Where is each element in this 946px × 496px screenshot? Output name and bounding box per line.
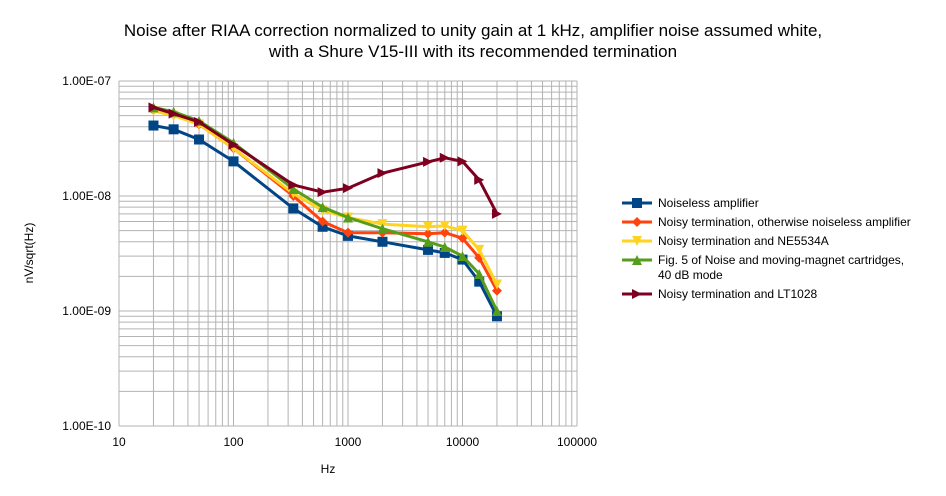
- legend-label: Fig. 5 of Noise and moving-magnet cartri…: [658, 253, 904, 267]
- data-point: [423, 221, 434, 232]
- data-point: [228, 139, 239, 150]
- data-point: [377, 236, 388, 247]
- legend-label: Noisy termination and LT1028: [658, 287, 818, 301]
- legend-marker: [632, 255, 642, 265]
- data-point: [168, 108, 179, 119]
- data-point: [343, 212, 353, 223]
- y-tick-label: 1.00E-10: [62, 419, 111, 433]
- x-tick-label: 100000: [557, 435, 597, 449]
- legend-label: Noisy termination and NE5534A: [658, 234, 829, 248]
- data-point: [317, 221, 328, 232]
- x-axis-title: Hz: [321, 462, 336, 476]
- data-point: [439, 227, 450, 238]
- data-point: [194, 134, 205, 145]
- series-line: [153, 108, 499, 292]
- data-point: [439, 247, 450, 258]
- legend-item-2: Noisy termination, otherwise noiseless a…: [622, 215, 911, 229]
- data-point: [491, 208, 502, 219]
- legend-marker: [632, 236, 642, 246]
- data-point: [474, 174, 485, 185]
- data-point: [168, 124, 179, 135]
- legend-item-5: Noisy termination and LT1028: [622, 287, 818, 301]
- data-point: [228, 156, 239, 167]
- x-tick-label: 100: [223, 435, 243, 449]
- data-point: [491, 285, 502, 296]
- data-point: [317, 216, 328, 227]
- series-5: [148, 102, 502, 219]
- data-point: [148, 102, 159, 113]
- data-point: [423, 156, 434, 167]
- y-tick-label: 1.00E-07: [62, 74, 111, 88]
- data-point: [288, 184, 299, 195]
- data-point: [474, 244, 485, 255]
- series-3: [148, 105, 502, 290]
- x-tick-label: 1000: [335, 435, 362, 449]
- data-point: [288, 203, 299, 214]
- data-point: [491, 311, 502, 322]
- chart-title-line-1: Noise after RIAA correction normalized t…: [123, 21, 823, 40]
- legend-label: Noisy termination, otherwise noiseless a…: [658, 215, 911, 229]
- data-point: [474, 268, 485, 279]
- data-point: [423, 236, 434, 247]
- data-point: [457, 156, 468, 167]
- data-point: [194, 117, 205, 128]
- data-point: [474, 276, 485, 287]
- x-tick-label: 10000: [446, 435, 480, 449]
- legend-item-1: Noiseless amplifier: [622, 196, 759, 210]
- axes: 10 100 1000 10000 100000 1.00E-07 1.00E-08 1.00…: [62, 74, 597, 449]
- data-point: [317, 202, 328, 213]
- series-4: [148, 102, 502, 316]
- x-tick-label: 10: [112, 435, 126, 449]
- legend-marker: [632, 289, 642, 299]
- chart-title-line-2: with a Shure V15-III with its recommende…: [268, 42, 678, 61]
- y-axis-title: nV/sqrt(Hz): [22, 223, 36, 284]
- grid-lines: [118, 80, 578, 427]
- legend-item-4: Fig. 5 of Noise and moving-magnet cartri…: [622, 253, 904, 282]
- data-point: [439, 242, 450, 253]
- data-point: [377, 223, 388, 234]
- legend: Noiseless amplifier Noisy termination, ot…: [622, 196, 911, 301]
- legend-item-3: Noisy termination and NE5534A: [622, 234, 829, 248]
- data-point: [343, 227, 353, 238]
- data-point: [423, 244, 434, 255]
- data-point: [457, 251, 468, 262]
- y-tick-label: 1.00E-08: [62, 189, 111, 203]
- data-point: [423, 228, 434, 239]
- legend-label-line-2: 40 dB mode: [658, 268, 723, 282]
- data-point: [343, 183, 353, 194]
- chart-title: Noise after RIAA correction normalized t…: [0, 20, 946, 62]
- data-point: [491, 279, 502, 290]
- data-point: [439, 220, 450, 231]
- data-point: [377, 168, 388, 179]
- data-point: [439, 152, 450, 163]
- data-point: [491, 306, 502, 316]
- data-point: [457, 225, 468, 236]
- legend-marker: [632, 198, 642, 208]
- series-layer: [148, 102, 502, 322]
- legend-marker: [632, 217, 642, 227]
- series-2: [148, 104, 502, 296]
- data-point: [288, 179, 299, 190]
- y-tick-label: 1.00E-09: [62, 304, 111, 318]
- legend-label: Noiseless amplifier: [658, 196, 759, 210]
- data-point: [317, 187, 328, 198]
- series-line: [153, 109, 499, 286]
- data-point: [148, 120, 159, 131]
